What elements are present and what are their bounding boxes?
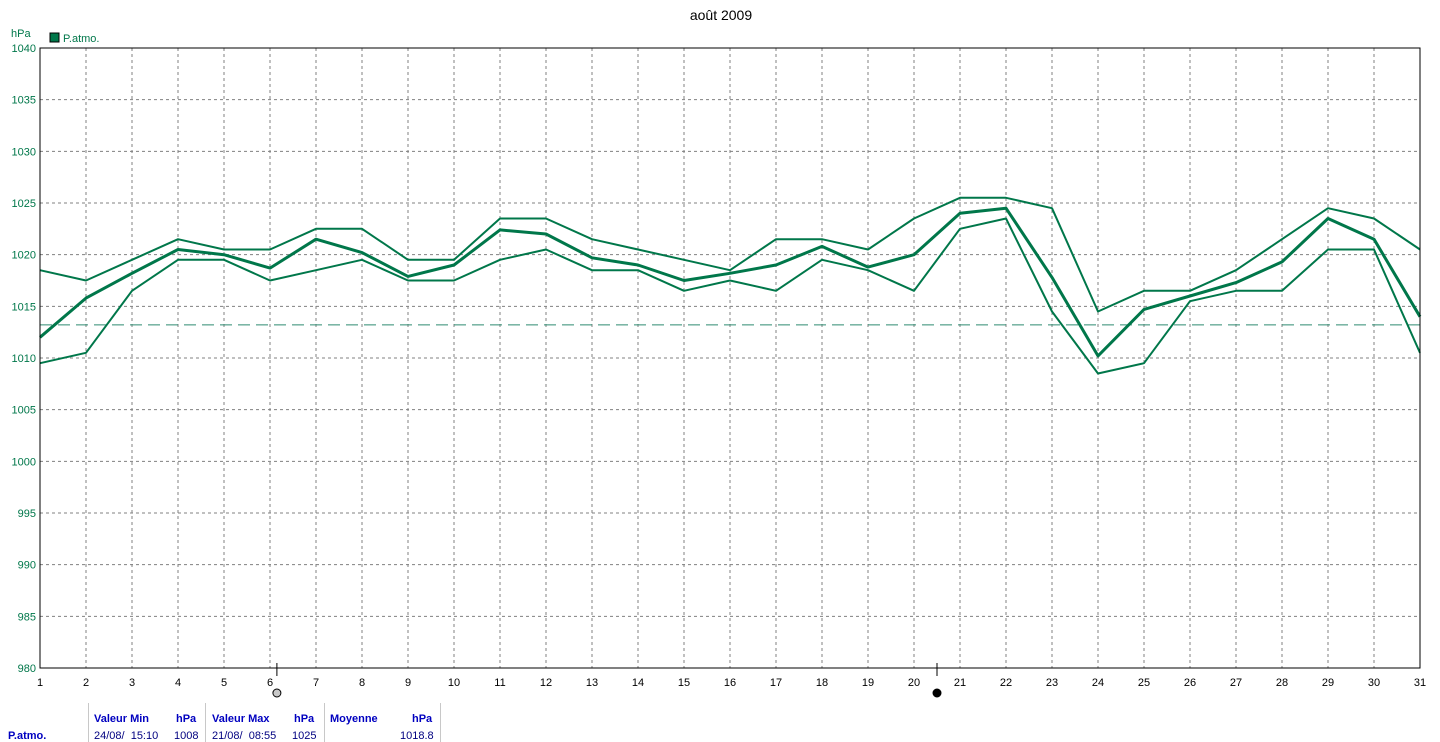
y-tick-label: 1000 xyxy=(12,456,36,468)
stats-table: P.atmo. Valeur Min hPa 24/08/ 15:10 1008… xyxy=(0,703,1440,742)
y-tick-label: 990 xyxy=(18,560,36,572)
marker-open-circle xyxy=(272,688,282,698)
y-tick-label: 995 xyxy=(18,508,36,520)
x-tick-labels: 1 2 3 4 5 6 7 8 9 10 11 12 13 14 15 16 17 18 19 20 21 22 23 24 2… xyxy=(37,677,1426,689)
x-tick-label: 21 xyxy=(954,677,966,689)
stats-separator xyxy=(88,703,89,742)
markers xyxy=(272,663,942,698)
x-tick-label: 4 xyxy=(175,677,181,689)
x-tick-label: 28 xyxy=(1276,677,1288,689)
y-tick-label: 1010 xyxy=(12,353,36,365)
stats-max-value: 1025 xyxy=(292,730,317,742)
pressure-chart: 9809859909951000100510101015102010251030… xyxy=(11,7,1426,698)
y-tick-label: 1005 xyxy=(12,405,36,417)
stats-min-unit: hPa xyxy=(176,713,197,725)
x-tick-label: 3 xyxy=(129,677,135,689)
x-tick-label: 1 xyxy=(37,677,43,689)
marker-filled-circle xyxy=(932,688,942,698)
grid xyxy=(40,48,1420,668)
legend-swatch xyxy=(49,32,60,43)
stats-mean-header: Moyenne xyxy=(330,713,378,725)
legend-label: P.atmo. xyxy=(63,33,100,45)
y-tick-label: 980 xyxy=(18,663,36,675)
x-tick-label: 2 xyxy=(83,677,89,689)
y-tick-label: 1025 xyxy=(12,198,36,210)
stats-max-header: Valeur Max xyxy=(212,713,270,725)
x-tick-label: 17 xyxy=(770,677,782,689)
x-tick-label: 6 xyxy=(267,677,273,689)
chart-title: août 2009 xyxy=(690,7,752,23)
x-tick-label: 13 xyxy=(586,677,598,689)
stats-max-unit: hPa xyxy=(294,713,315,725)
x-tick-label: 29 xyxy=(1322,677,1334,689)
stats-min-value: 1008 xyxy=(174,730,199,742)
x-tick-label: 31 xyxy=(1414,677,1426,689)
x-tick-label: 9 xyxy=(405,677,411,689)
plot-frame xyxy=(39,47,1421,669)
stats-separator xyxy=(324,703,325,742)
stats-separator xyxy=(440,703,441,742)
x-tick-label: 22 xyxy=(1000,677,1012,689)
stats-max-date: 21/08/ 08:55 xyxy=(212,730,277,742)
stats-mean-value: 1018.8 xyxy=(400,730,434,742)
x-tick-label: 5 xyxy=(221,677,227,689)
x-tick-label: 14 xyxy=(632,677,644,689)
y-tick-label: 985 xyxy=(18,611,36,623)
x-tick-label: 12 xyxy=(540,677,552,689)
stats-min-header: Valeur Min xyxy=(94,713,150,725)
x-tick-label: 7 xyxy=(313,677,319,689)
x-tick-label: 25 xyxy=(1138,677,1150,689)
x-tick-label: 19 xyxy=(862,677,874,689)
series-lines xyxy=(39,196,1422,375)
x-tick-label: 11 xyxy=(494,677,505,689)
x-tick-label: 27 xyxy=(1230,677,1242,689)
stats-series-name: P.atmo. xyxy=(8,730,47,742)
series-line-min xyxy=(39,217,1421,375)
series-line-mean xyxy=(39,206,1422,358)
y-axis-unit: hPa xyxy=(11,28,31,40)
y-tick-labels: 980 985 990 995 1000 1005 1010 1015 1020 1025 1030… xyxy=(12,43,36,675)
y-tick-label: 1030 xyxy=(12,146,36,158)
stats-min-date: 24/08/ 15:10 xyxy=(94,730,159,742)
x-tick-label: 18 xyxy=(816,677,828,689)
x-tick-label: 10 xyxy=(448,677,460,689)
y-tick-label: 1015 xyxy=(12,301,36,313)
series-line-max xyxy=(39,196,1421,313)
x-tick-label: 8 xyxy=(359,677,365,689)
stats-separator xyxy=(205,703,206,742)
x-tick-label: 20 xyxy=(908,677,920,689)
y-tick-label: 1020 xyxy=(12,250,36,262)
y-tick-label: 1035 xyxy=(12,95,36,107)
x-tick-label: 16 xyxy=(724,677,736,689)
stats-mean-unit: hPa xyxy=(412,713,433,725)
x-tick-label: 15 xyxy=(678,677,690,689)
x-tick-label: 30 xyxy=(1368,677,1380,689)
x-tick-label: 24 xyxy=(1092,677,1104,689)
x-tick-label: 26 xyxy=(1184,677,1196,689)
x-tick-label: 23 xyxy=(1046,677,1058,689)
y-tick-label: 1040 xyxy=(12,43,36,55)
